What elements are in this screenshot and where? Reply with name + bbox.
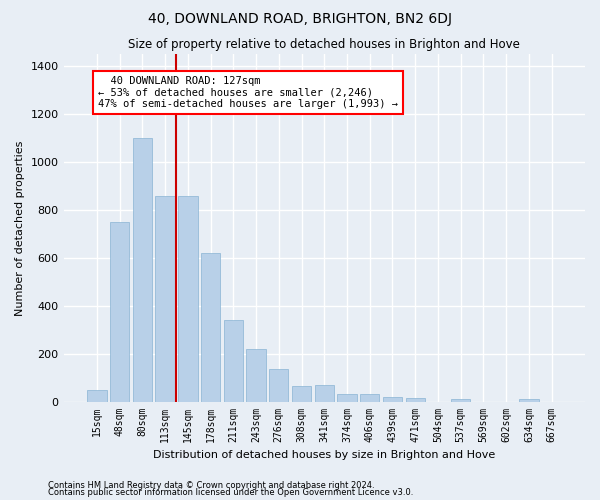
Bar: [383, 397, 402, 402]
Bar: [155, 196, 175, 402]
Bar: [314, 385, 334, 402]
Bar: [110, 222, 130, 402]
Text: 40, DOWNLAND ROAD, BRIGHTON, BN2 6DJ: 40, DOWNLAND ROAD, BRIGHTON, BN2 6DJ: [148, 12, 452, 26]
Bar: [87, 390, 107, 402]
X-axis label: Distribution of detached houses by size in Brighton and Hove: Distribution of detached houses by size …: [153, 450, 496, 460]
Text: Contains HM Land Registry data © Crown copyright and database right 2024.: Contains HM Land Registry data © Crown c…: [48, 480, 374, 490]
Bar: [292, 386, 311, 402]
Bar: [519, 399, 539, 402]
Bar: [451, 399, 470, 402]
Title: Size of property relative to detached houses in Brighton and Hove: Size of property relative to detached ho…: [128, 38, 520, 51]
Bar: [178, 196, 197, 402]
Bar: [201, 253, 220, 402]
Bar: [360, 394, 379, 402]
Bar: [224, 320, 243, 402]
Bar: [269, 369, 289, 402]
Bar: [406, 398, 425, 402]
Bar: [247, 349, 266, 402]
Bar: [337, 394, 356, 402]
Text: 40 DOWNLAND ROAD: 127sqm
← 53% of detached houses are smaller (2,246)
47% of sem: 40 DOWNLAND ROAD: 127sqm ← 53% of detach…: [98, 76, 398, 109]
Text: Contains public sector information licensed under the Open Government Licence v3: Contains public sector information licen…: [48, 488, 413, 497]
Bar: [133, 138, 152, 402]
Y-axis label: Number of detached properties: Number of detached properties: [15, 140, 25, 316]
